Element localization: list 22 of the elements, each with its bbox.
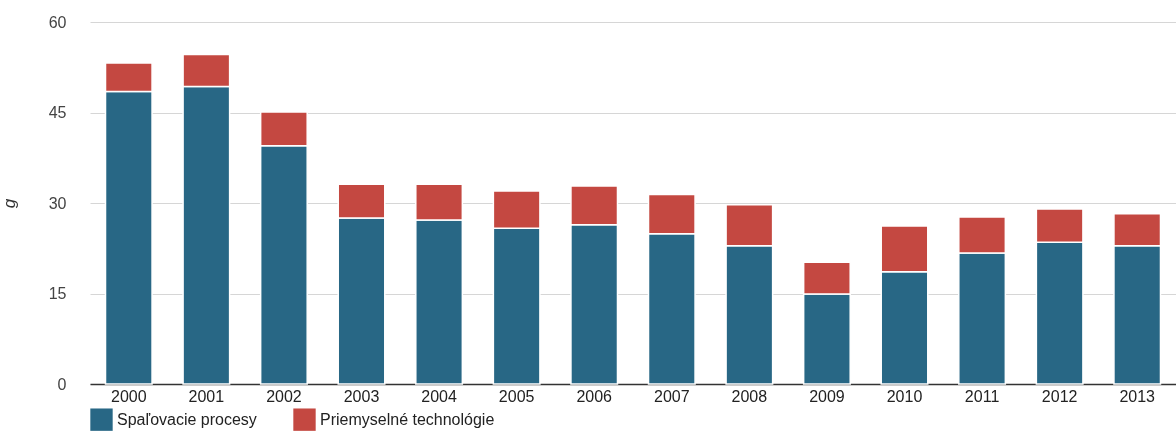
x-tick-label: 2013 [1119, 387, 1156, 405]
legend-label: Priemyselné technológie [320, 410, 495, 428]
x-tick-label: 2001 [188, 387, 225, 405]
y-tick-label: 60 [48, 13, 67, 31]
x-tick-label: 2003 [343, 387, 380, 405]
x-tick-label: 2011 [964, 387, 1000, 405]
y-tick-label: 0 [57, 375, 67, 393]
y-tick-label: 45 [48, 104, 67, 121]
x-tick-label: 2004 [421, 387, 457, 405]
x-tick-label: 2009 [809, 387, 845, 405]
x-tick-label: 2000 [110, 387, 147, 405]
y-tick-label: 15 [48, 285, 67, 302]
x-tick-label: 2010 [886, 387, 923, 405]
x-tick-label: 2005 [498, 387, 535, 405]
x-tick-label: 2007 [653, 387, 690, 405]
y-tick-label: 30 [48, 194, 67, 212]
x-tick-label: 2012 [1041, 387, 1078, 405]
x-tick-label: 2002 [266, 387, 302, 405]
x-tick-label: 2006 [576, 387, 613, 405]
legend-label: Spaľovacie procesy [117, 410, 257, 428]
x-tick-label: 2008 [731, 387, 768, 405]
y-axis-title: g [0, 198, 19, 209]
